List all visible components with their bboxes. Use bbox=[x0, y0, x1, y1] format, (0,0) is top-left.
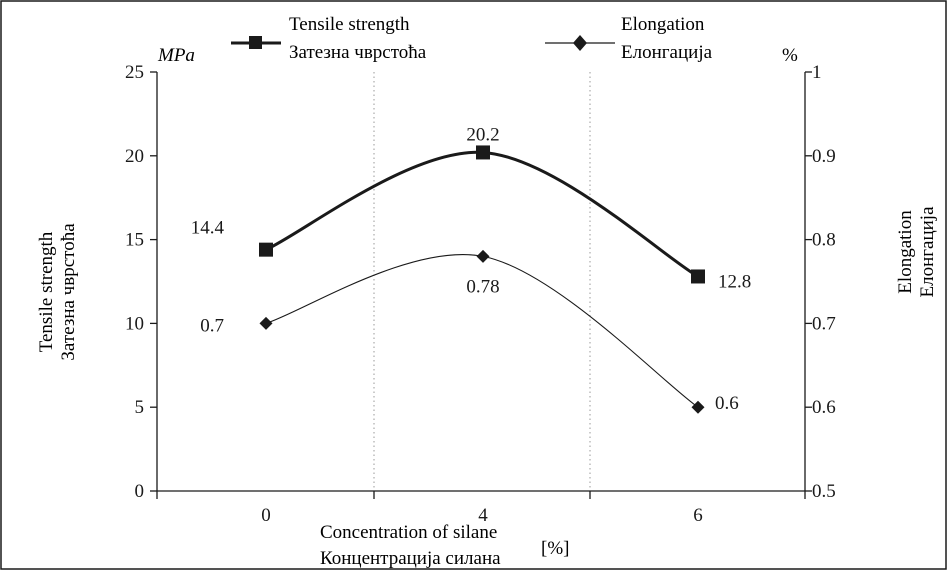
x-category-label-1: 4 bbox=[478, 505, 488, 526]
series-0-data-label-2: 12.8 bbox=[718, 271, 751, 292]
left-tick-label-3: 15 bbox=[125, 230, 144, 251]
series-1-data-label-2: 0.6 bbox=[715, 393, 739, 414]
x-axis-unit: [%] bbox=[541, 538, 569, 559]
axes bbox=[150, 71, 812, 499]
legend-elongation-line1: Elongation bbox=[621, 14, 705, 35]
legend-elongation-line2: Елонгација bbox=[621, 42, 713, 63]
series-1-point-1 bbox=[476, 249, 490, 263]
right-axis-title-line2: Елонгација bbox=[917, 206, 938, 298]
x-axis-title-line1: Concentration of silane bbox=[320, 522, 497, 543]
legend: Tensile strength Затезна чврстоћа Elonga… bbox=[231, 14, 713, 63]
series-1-data-label-0: 0.7 bbox=[200, 315, 224, 336]
series-0-data-label-0: 14.4 bbox=[191, 218, 225, 239]
left-tick-label-0: 0 bbox=[135, 481, 145, 502]
left-tick-label-2: 10 bbox=[125, 313, 144, 334]
right-unit: % bbox=[782, 45, 798, 66]
legend-tensile-line1: Tensile strength bbox=[289, 14, 410, 35]
legend-item-tensile: Tensile strength Затезна чврстоћа bbox=[231, 14, 427, 63]
left-axis-title-line1: Tensile strength bbox=[36, 231, 57, 352]
right-tick-label-1: 0.6 bbox=[812, 397, 836, 418]
series-1-point-2 bbox=[691, 400, 705, 414]
left-tick-label-1: 5 bbox=[135, 397, 145, 418]
right-axis-title-line1: Elongation bbox=[895, 210, 916, 294]
legend-marker-square bbox=[249, 36, 262, 49]
right-tick-label-2: 0.7 bbox=[812, 313, 836, 334]
left-tick-label-4: 20 bbox=[125, 146, 144, 167]
series-1-point-0 bbox=[259, 316, 273, 330]
legend-item-elongation: Elongation Елонгација bbox=[545, 14, 713, 63]
right-tick-label-0: 0.5 bbox=[812, 481, 836, 502]
left-tick-label-5: 25 bbox=[125, 62, 144, 83]
x-category-label-0: 0 bbox=[261, 505, 271, 526]
series-1-data-label-1: 0.78 bbox=[466, 276, 499, 297]
x-axis-title-line2: Концентрација силана bbox=[320, 548, 501, 569]
right-tick-label-3: 0.8 bbox=[812, 230, 836, 251]
series bbox=[259, 145, 705, 414]
legend-tensile-line2: Затезна чврстоћа bbox=[289, 42, 427, 63]
left-axis-title-line2: Затезна чврстоћа bbox=[58, 223, 79, 361]
series-0-point-1 bbox=[476, 145, 490, 160]
left-unit: MPa bbox=[157, 45, 195, 66]
series-0-point-2 bbox=[691, 269, 705, 284]
x-category-label-2: 6 bbox=[693, 505, 703, 526]
series-0-data-label-1: 20.2 bbox=[466, 124, 499, 145]
right-tick-label-5: 1 bbox=[812, 62, 822, 83]
right-tick-label-4: 0.9 bbox=[812, 146, 836, 167]
legend-marker-diamond bbox=[573, 35, 587, 51]
series-0-point-0 bbox=[259, 242, 273, 257]
